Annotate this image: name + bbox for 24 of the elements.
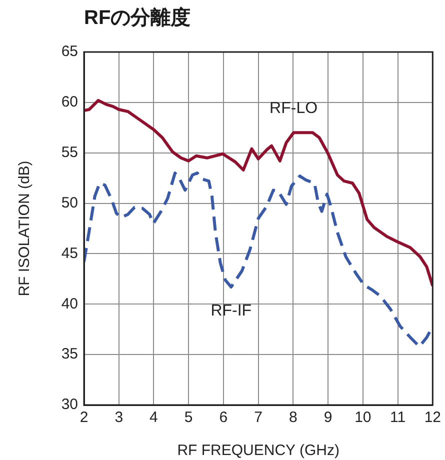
x-tick-label: 12 <box>424 409 441 426</box>
y-tick-label: 55 <box>61 144 78 161</box>
series-label: RF-LO <box>270 100 318 118</box>
chart-title: RFの分離度 <box>84 6 191 31</box>
y-tick-label: 30 <box>61 396 78 414</box>
x-tick-label: 9 <box>324 409 332 426</box>
y-tick-label: 60 <box>61 94 78 111</box>
x-tick-label: 11 <box>390 409 406 426</box>
x-tick-label: 7 <box>254 409 262 426</box>
x-tick-label: 4 <box>150 409 158 426</box>
x-tick-label: 2 <box>80 409 88 426</box>
x-tick-label: 8 <box>289 409 298 426</box>
x-tick-label: 6 <box>219 409 228 426</box>
x-tick-label: 3 <box>114 409 124 426</box>
y-tick-label: 65 <box>61 43 78 60</box>
x-tick-label: 5 <box>184 409 193 426</box>
x-tick-label: 10 <box>354 409 372 426</box>
y-tick-label: 50 <box>61 194 78 212</box>
series-label: RF-IF <box>210 302 252 320</box>
y-tick-label: 40 <box>61 295 78 312</box>
y-tick-label: 45 <box>61 244 78 262</box>
y-tick-label: 35 <box>61 346 78 363</box>
x-axis-title: RF FREQUENCY (GHz) <box>177 442 340 460</box>
y-axis-title: RF ISOLATION (dB) <box>16 160 34 296</box>
